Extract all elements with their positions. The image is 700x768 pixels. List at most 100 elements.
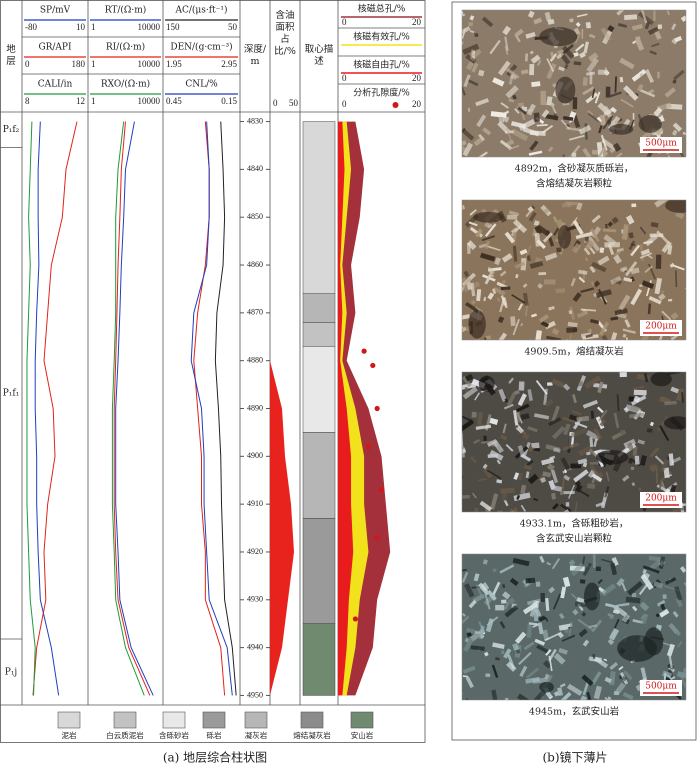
grain xyxy=(478,133,485,142)
scale-bar-label: 500μm xyxy=(645,139,677,149)
grain xyxy=(589,461,599,465)
grain xyxy=(587,483,596,489)
grain xyxy=(574,601,587,608)
grain xyxy=(573,469,589,483)
grain xyxy=(462,568,467,575)
grain xyxy=(601,558,614,564)
grain xyxy=(476,412,483,425)
grain xyxy=(607,25,615,33)
grain xyxy=(586,57,599,73)
grain xyxy=(535,380,548,395)
grain xyxy=(596,146,607,157)
clast xyxy=(539,681,554,693)
grain xyxy=(529,130,546,137)
core-layer xyxy=(302,518,336,624)
grain xyxy=(517,693,531,700)
grain xyxy=(628,232,634,239)
grain xyxy=(610,275,622,285)
log-curve xyxy=(190,121,233,696)
grain xyxy=(517,393,527,407)
grain xyxy=(644,69,655,84)
grain xyxy=(644,21,651,30)
grain xyxy=(588,624,597,628)
grain xyxy=(547,146,554,153)
grain xyxy=(582,562,593,576)
grain xyxy=(473,573,480,582)
grain xyxy=(672,264,685,271)
grain xyxy=(561,54,571,65)
grain xyxy=(556,53,563,60)
grain xyxy=(533,608,539,622)
grain xyxy=(656,599,666,607)
grain xyxy=(581,611,587,617)
grain xyxy=(490,493,499,510)
grain xyxy=(625,596,641,604)
grain xyxy=(497,316,505,324)
grain xyxy=(472,49,482,58)
grain xyxy=(502,115,510,123)
grain xyxy=(599,114,607,126)
grain xyxy=(484,593,491,610)
grain xyxy=(495,604,505,611)
depth-tick-label: 4860 xyxy=(247,260,263,269)
grain xyxy=(657,24,663,30)
stratum-label: P₁j xyxy=(5,668,17,678)
grain xyxy=(619,372,627,378)
grain xyxy=(535,600,539,609)
scale-bar-box xyxy=(640,492,682,508)
grain xyxy=(587,112,601,124)
grain xyxy=(462,495,470,499)
grain xyxy=(504,130,514,134)
grain xyxy=(609,148,615,154)
grain xyxy=(663,467,670,479)
grain xyxy=(577,618,593,631)
grain xyxy=(530,54,541,64)
grain xyxy=(580,695,588,700)
grain xyxy=(490,581,501,598)
grain xyxy=(640,248,651,256)
grain xyxy=(616,247,625,253)
grain xyxy=(644,265,653,274)
scale-min: 0 xyxy=(273,98,278,108)
grain xyxy=(584,375,602,390)
grain xyxy=(639,455,647,466)
grain xyxy=(631,605,638,612)
grain xyxy=(462,80,463,88)
grain xyxy=(655,467,659,484)
grain xyxy=(485,335,492,340)
grain xyxy=(621,224,629,240)
grain xyxy=(568,310,573,315)
grain xyxy=(647,303,652,315)
grain xyxy=(585,333,593,339)
grain xyxy=(535,581,541,587)
grain xyxy=(649,50,657,56)
grain xyxy=(551,102,555,107)
grain xyxy=(587,109,594,116)
grain xyxy=(552,593,562,610)
grain xyxy=(504,601,510,610)
clast xyxy=(609,123,634,135)
grain xyxy=(495,657,500,661)
grain xyxy=(631,203,637,208)
grain xyxy=(676,640,683,648)
grain xyxy=(590,410,595,419)
grain xyxy=(505,85,519,99)
grain xyxy=(462,372,463,375)
grain xyxy=(462,85,466,96)
grain xyxy=(630,267,640,275)
grain xyxy=(593,656,609,669)
grain xyxy=(659,608,670,618)
grain xyxy=(625,214,635,225)
grain xyxy=(501,599,507,604)
clast xyxy=(650,372,672,387)
grain xyxy=(607,638,615,646)
grain xyxy=(674,586,683,601)
grain xyxy=(462,386,478,400)
grain xyxy=(599,247,605,254)
grain xyxy=(486,438,498,447)
micrograph-base xyxy=(462,554,686,700)
grain xyxy=(499,621,506,629)
grain xyxy=(579,579,586,584)
grain xyxy=(512,318,520,336)
grain xyxy=(679,674,686,688)
